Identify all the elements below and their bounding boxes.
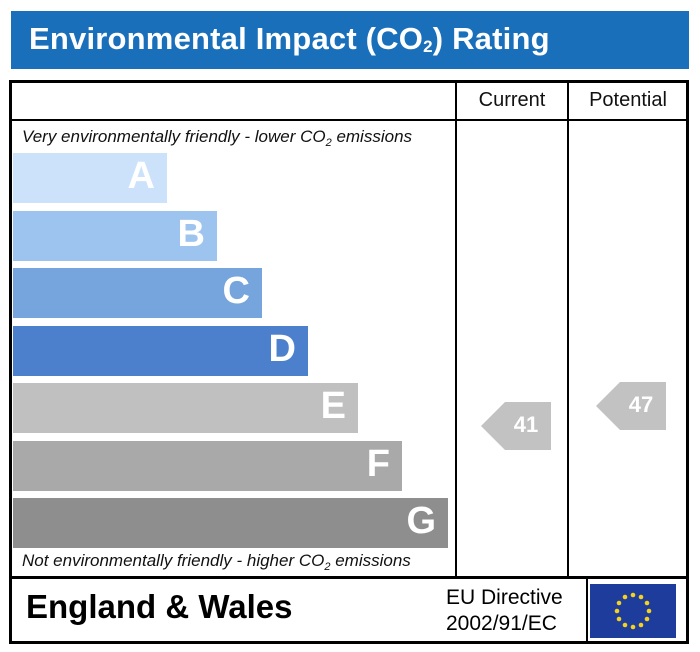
potential-rating-arrow: 47 — [596, 382, 666, 431]
band-letter-d: D — [268, 327, 296, 370]
divider-bands-current — [455, 80, 457, 577]
band-a: A — [13, 153, 167, 203]
eu-flag-icon — [590, 584, 676, 638]
column-header-potential: Potential — [589, 89, 667, 111]
band-e: E — [13, 383, 358, 433]
directive-label: EU Directive 2002/91/EC — [446, 585, 563, 637]
band-g: G — [13, 498, 448, 548]
potential-rating-arrow-shape — [596, 382, 666, 431]
header-row-line — [9, 119, 689, 121]
band-letter-a: A — [127, 155, 155, 197]
page-title: Environmental Impact (CO2) Rating — [29, 21, 550, 56]
caption-bottom: Not environmentally friendly - higher CO… — [22, 551, 411, 573]
current-rating-arrow-shape — [481, 402, 551, 451]
title-bar: Environmental Impact (CO2) Rating — [11, 11, 689, 69]
band-letter-b: B — [177, 212, 205, 255]
band-f: F — [13, 440, 402, 491]
caption-top: Very environmentally friendly - lower CO… — [22, 127, 413, 149]
band-d: D — [13, 325, 308, 376]
region-label: England & Wales — [26, 588, 293, 625]
footer-line — [9, 576, 689, 579]
band-c: C — [13, 268, 262, 318]
band-letter-e: E — [320, 385, 346, 427]
band-b: B — [13, 210, 217, 261]
band-letter-c: C — [222, 270, 250, 312]
column-header-current: Current — [478, 89, 546, 111]
current-rating-arrow: 41 — [481, 402, 551, 451]
directive-line2: 2002/91/EC — [446, 612, 557, 635]
current-rating-value: 41 — [513, 412, 539, 438]
divider-current-potential — [567, 80, 569, 577]
directive-line1: EU Directive — [446, 586, 563, 609]
rating-frame — [9, 80, 689, 644]
band-letter-g: G — [406, 500, 436, 542]
eu-stars — [614, 592, 652, 630]
band-letter-f: F — [366, 442, 390, 485]
divider-footer-flag — [586, 578, 588, 642]
potential-rating-value: 47 — [628, 392, 654, 418]
